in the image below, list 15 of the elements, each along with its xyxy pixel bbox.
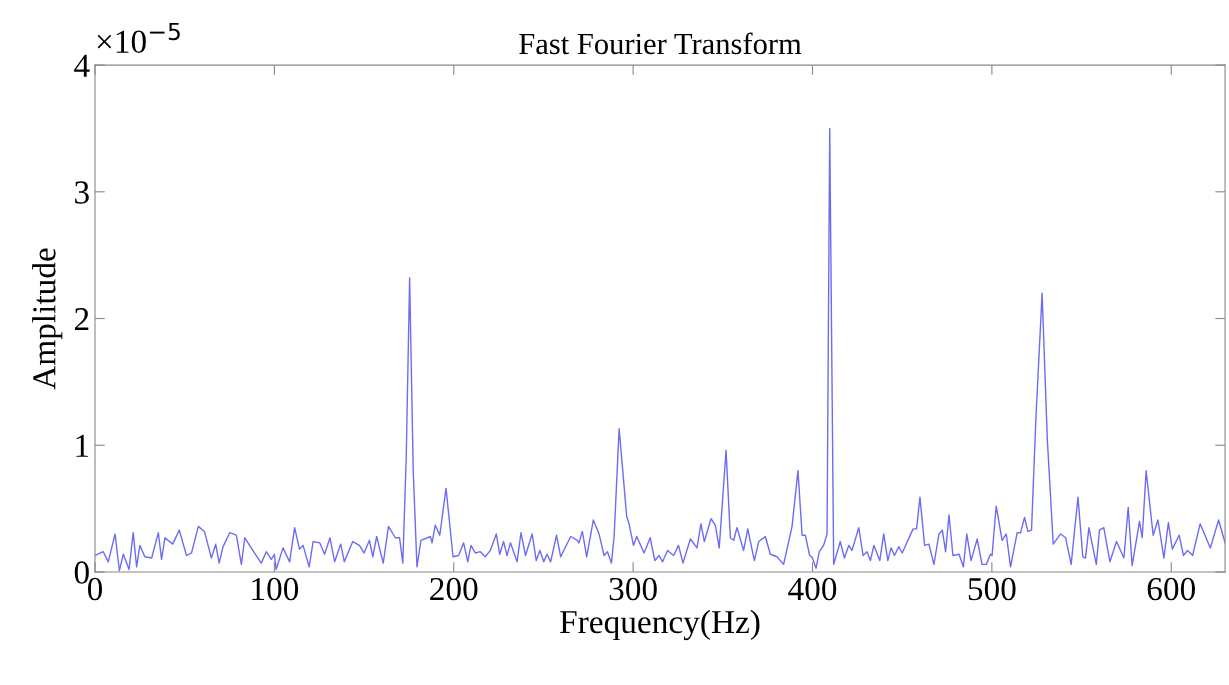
y-tick-label: 3 <box>75 181 89 204</box>
y-tick-label: 0 <box>74 561 89 584</box>
x-axis-title: Frequency(Hz) <box>560 609 760 641</box>
x-tick-label: 500 <box>968 577 1016 601</box>
y-axis-title: Amplitude <box>32 248 63 390</box>
x-tick-label: 600 <box>1147 577 1195 601</box>
x-tick-label: 400 <box>788 577 837 601</box>
y-tick-label: 4 <box>74 54 90 77</box>
y-tick-label: 1 <box>76 434 89 457</box>
chart-title: Fast Fourier Transform <box>519 32 802 55</box>
x-tick-label: 300 <box>609 577 657 601</box>
y-tick-label: 2 <box>74 308 89 331</box>
x-tick-label: 200 <box>430 577 478 601</box>
text: ×10$^{−5}$ <box>97 22 180 54</box>
x-tick-label: 100 <box>252 577 299 601</box>
